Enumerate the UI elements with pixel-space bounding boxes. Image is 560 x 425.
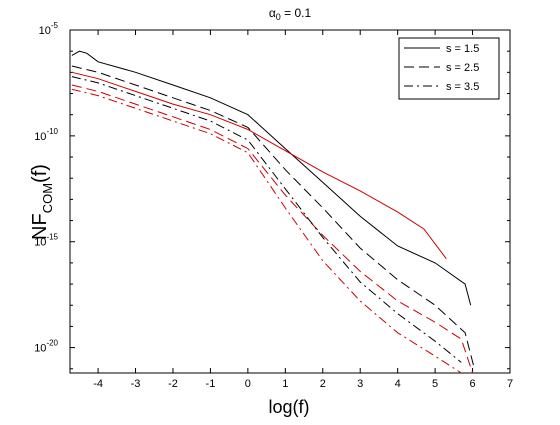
legend-entries: s = 1.5 s = 2.5 s = 3.5 bbox=[404, 43, 479, 93]
y-axis-label: NFCOM(f) bbox=[29, 164, 55, 240]
x-tick-label: -2 bbox=[168, 378, 178, 390]
x-tick-label: 3 bbox=[357, 378, 363, 390]
x-tick-label: 7 bbox=[507, 378, 513, 390]
x-tick-label: 4 bbox=[395, 378, 401, 390]
series-line-s1_5-red bbox=[71, 71, 447, 260]
x-tick-label: -3 bbox=[131, 378, 141, 390]
x-tick-label: 0 bbox=[245, 378, 251, 390]
y-tick-label: 10-20 bbox=[34, 339, 58, 355]
series-line-s1_5-black bbox=[71, 50, 472, 306]
legend-label: s = 2.5 bbox=[446, 62, 479, 74]
y-tick-label: 10-15 bbox=[34, 233, 58, 249]
legend-label: s = 1.5 bbox=[446, 43, 479, 55]
y-tick-label: 10-10 bbox=[34, 127, 58, 143]
x-tick-label: 6 bbox=[469, 378, 475, 390]
series-group bbox=[71, 50, 475, 373]
series-line-s3_5-black bbox=[71, 76, 462, 363]
series-line-s2_5-red bbox=[71, 84, 474, 373]
series-line-s2_5-black bbox=[71, 65, 475, 369]
chart-title: α0 = 0.1 bbox=[269, 6, 312, 22]
legend: s = 1.5 s = 2.5 s = 3.5 bbox=[398, 37, 500, 100]
x-axis-label: log(f) bbox=[268, 397, 309, 417]
x-tick-label: 2 bbox=[320, 378, 326, 390]
y-tick-label: 10-5 bbox=[39, 21, 59, 37]
tick-labels: -4 -3 -2 -1 0 1 2 3 4 5 6 7 10-5 10-10 10-15 10-20 bbox=[34, 21, 513, 390]
x-tick-label: 5 bbox=[432, 378, 438, 390]
series-line-s3_5-red bbox=[71, 88, 462, 373]
x-tick-label: 1 bbox=[282, 378, 288, 390]
x-tick-label: -1 bbox=[206, 378, 216, 390]
x-tick-label: -4 bbox=[93, 378, 103, 390]
legend-label: s = 3.5 bbox=[446, 81, 479, 93]
